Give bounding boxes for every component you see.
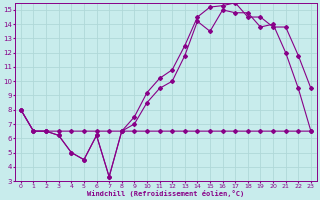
X-axis label: Windchill (Refroidissement éolien,°C): Windchill (Refroidissement éolien,°C) [87, 190, 244, 197]
